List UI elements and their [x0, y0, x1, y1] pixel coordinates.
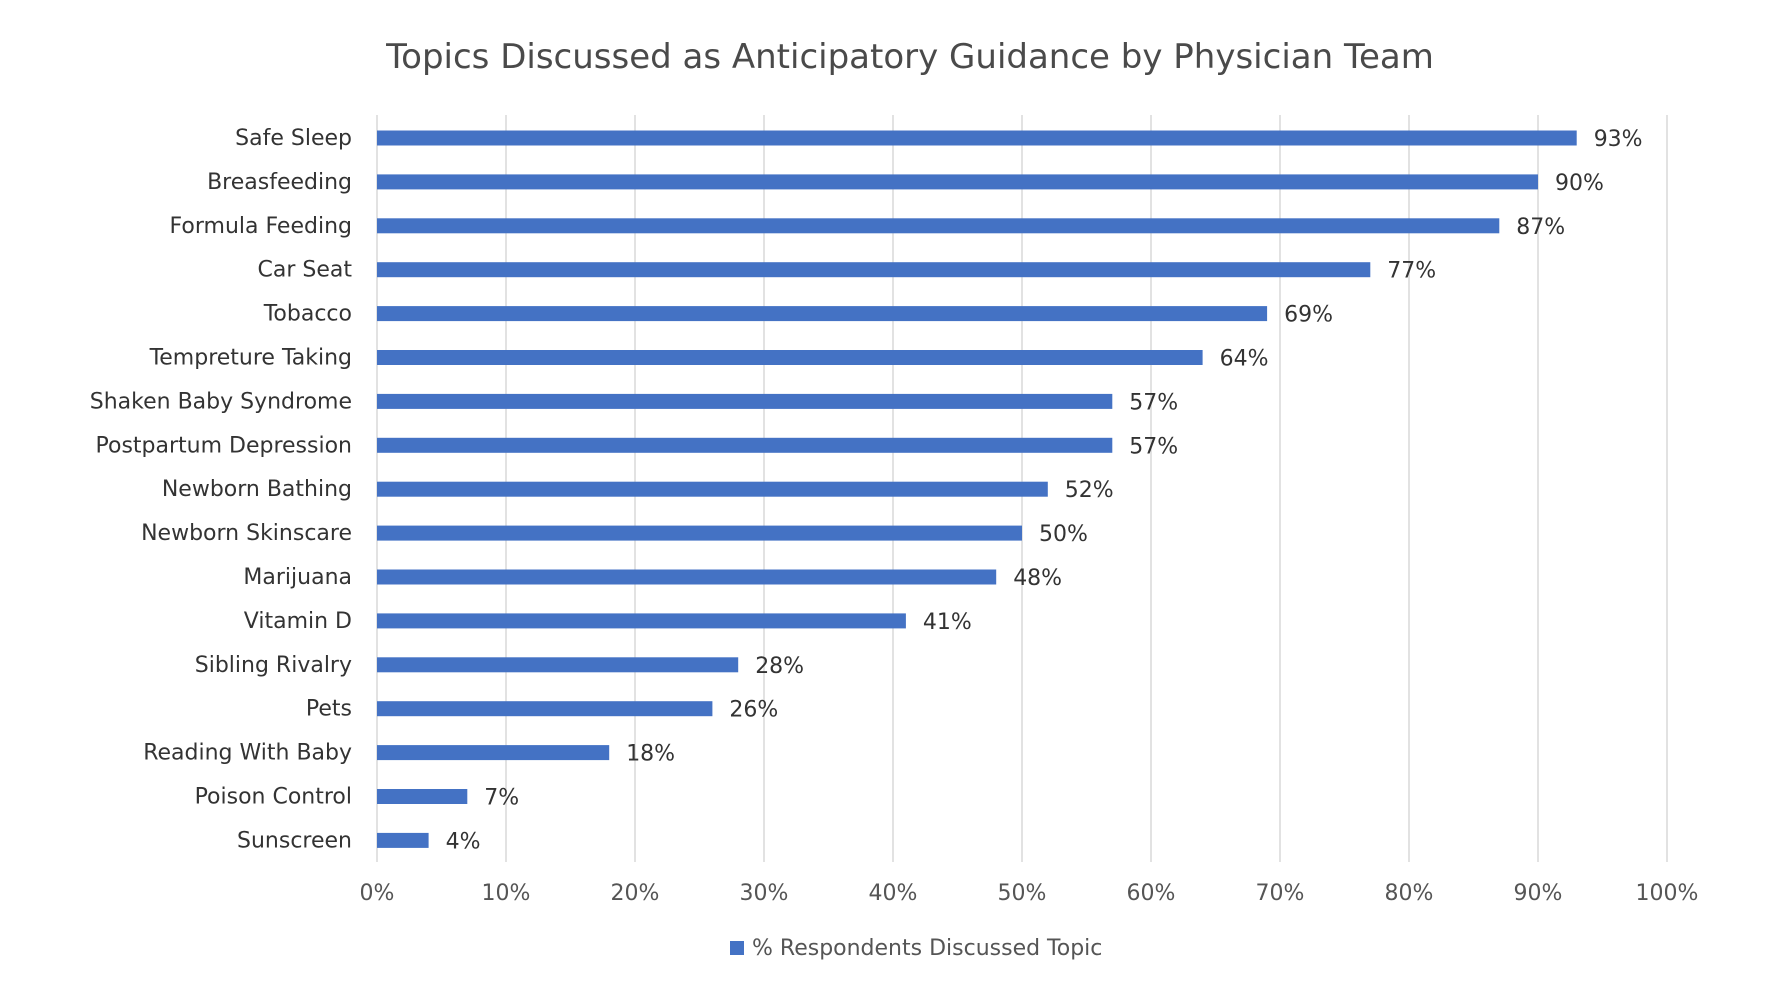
data-label: 7%	[484, 786, 519, 811]
data-label: 69%	[1284, 303, 1333, 328]
x-tick-label: 0%	[360, 881, 395, 906]
bar	[377, 306, 1268, 322]
x-tick-label: 10%	[482, 881, 531, 906]
x-tick-label: 80%	[1385, 881, 1434, 906]
category-label: Sunscreen	[237, 828, 352, 853]
bar	[377, 613, 906, 629]
category-label: Formula Feeding	[170, 214, 352, 239]
x-tick-label: 20%	[611, 881, 660, 906]
data-label: 28%	[755, 654, 804, 679]
data-label: 93%	[1594, 127, 1643, 152]
bar	[377, 701, 713, 717]
category-label: Marijuana	[243, 565, 352, 590]
category-label: Sibling Rivalry	[195, 653, 352, 678]
chart-title: Topics Discussed as Anticipatory Guidanc…	[385, 37, 1434, 77]
bar	[377, 569, 997, 585]
data-label: 41%	[923, 610, 972, 635]
category-label: Tobacco	[263, 302, 352, 327]
x-tick-label: 50%	[998, 881, 1047, 906]
category-label: Car Seat	[258, 258, 353, 283]
bar	[377, 832, 429, 848]
category-label: Newborn Skinscare	[141, 521, 352, 546]
x-tick-label: 40%	[869, 881, 918, 906]
bar	[377, 130, 1577, 146]
data-label: 50%	[1039, 522, 1088, 547]
category-label: Vitamin D	[244, 609, 352, 634]
legend-swatch	[730, 941, 744, 955]
data-label: 64%	[1220, 347, 1269, 372]
x-tick-label: 30%	[740, 881, 789, 906]
data-label: 90%	[1555, 171, 1604, 196]
category-label: Poison Control	[195, 785, 352, 810]
category-label: Safe Sleep	[235, 126, 352, 151]
category-label: Pets	[306, 697, 352, 722]
data-label: 87%	[1516, 215, 1565, 240]
data-label: 48%	[1013, 566, 1062, 591]
bar	[377, 481, 1048, 497]
category-label: Reading With Baby	[143, 741, 352, 766]
category-labels: Safe Sleep Breasfeeding Formula Feeding Car…	[90, 126, 353, 853]
bar	[377, 657, 739, 673]
legend: % Respondents Discussed Topic	[730, 936, 1102, 961]
x-tick-label: 70%	[1256, 881, 1305, 906]
bar	[377, 350, 1203, 365]
category-label: Tempreture Taking	[149, 346, 352, 371]
data-label: 26%	[729, 698, 778, 723]
bar	[377, 525, 1022, 541]
bar	[377, 789, 468, 804]
x-tick-label: 100%	[1636, 881, 1699, 906]
x-axis-ticks: 0% 10% 20% 30% 40% 50% 60% 70% 80% 90% 100%	[360, 881, 1699, 906]
bar	[377, 174, 1538, 190]
data-labels: 93% 90% 87% 77% 69% 64% 57% 57% 52% 50% 48% 41% 28% 2…	[446, 127, 1643, 854]
bar	[377, 218, 1500, 234]
bar	[377, 437, 1113, 453]
bar	[377, 745, 610, 761]
category-label: Newborn Bathing	[162, 477, 352, 502]
category-label: Postpartum Depression	[96, 433, 353, 458]
data-label: 57%	[1129, 390, 1178, 415]
bar	[377, 393, 1113, 409]
data-label: 18%	[626, 742, 675, 767]
category-label: Breasfeeding	[207, 170, 352, 195]
legend-label: % Respondents Discussed Topic	[752, 936, 1102, 961]
bar	[377, 262, 1371, 278]
data-label: 4%	[446, 829, 481, 854]
data-label: 77%	[1387, 259, 1436, 284]
category-label: Shaken Baby Syndrome	[90, 389, 352, 414]
bars	[377, 130, 1577, 848]
data-label: 52%	[1065, 478, 1114, 503]
data-label: 57%	[1129, 434, 1178, 459]
x-tick-label: 60%	[1127, 881, 1176, 906]
x-tick-label: 90%	[1514, 881, 1563, 906]
